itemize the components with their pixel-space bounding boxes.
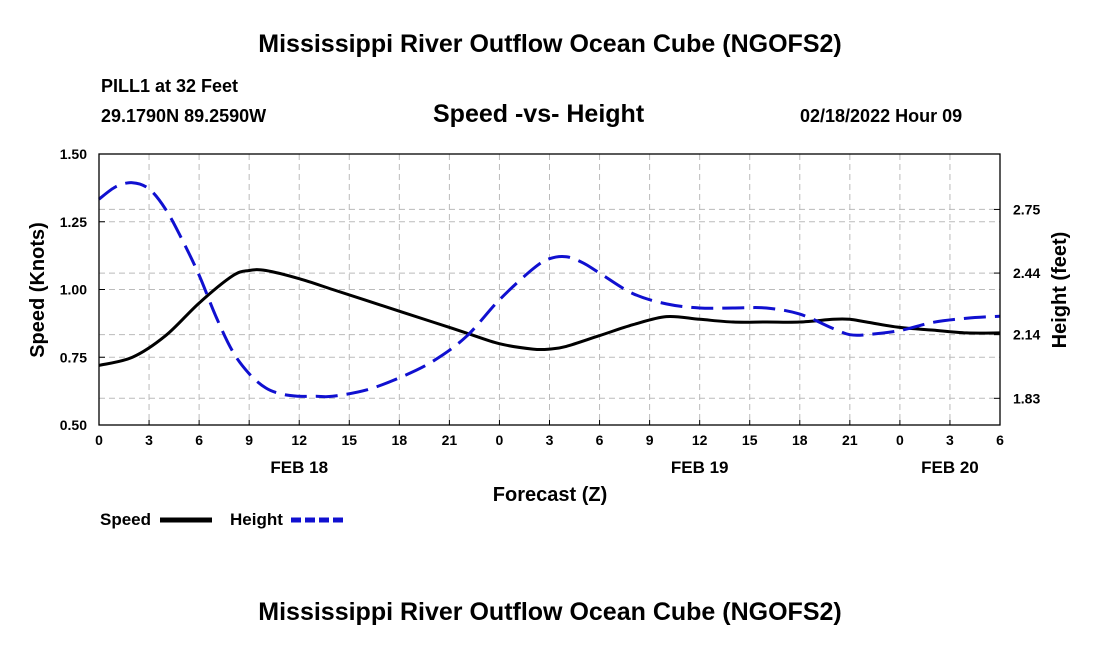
x-tick-label: 15 [742, 432, 758, 448]
y2-axis-title: Height (feet) [1049, 232, 1071, 349]
forecast-datetime: 02/18/2022 Hour 09 [800, 106, 963, 126]
y-tick-label: 1.00 [60, 282, 87, 298]
date-label: FEB 20 [921, 458, 979, 477]
x-tick-label: 3 [946, 432, 954, 448]
chart-main-title: Mississippi River Outflow Ocean Cube (NG… [258, 30, 842, 58]
x-tick-label: 18 [392, 432, 408, 448]
x-tick-label: 6 [195, 432, 203, 448]
y-tick-label: 1.25 [60, 214, 87, 230]
x-tick-label: 18 [792, 432, 808, 448]
chart-subtitle: Speed -vs- Height [433, 100, 645, 128]
x-tick-label: 0 [896, 432, 904, 448]
x-tick-label: 3 [546, 432, 554, 448]
y-tick-label: 1.50 [60, 146, 87, 162]
station-coordinates: 29.1790N 89.2590W [101, 106, 267, 126]
y2-tick-label: 2.75 [1013, 201, 1040, 217]
x-axis-title: Forecast (Z) [493, 484, 607, 506]
y-tick-label: 0.75 [60, 349, 87, 365]
x-tick-label: 12 [692, 432, 708, 448]
y2-tick-label: 2.14 [1013, 327, 1040, 343]
footer-title: Mississippi River Outflow Ocean Cube (NG… [258, 598, 842, 626]
x-tick-label: 6 [996, 432, 1004, 448]
x-tick-label: 9 [245, 432, 253, 448]
x-tick-label: 3 [145, 432, 153, 448]
legend-label-speed: Speed [100, 510, 151, 529]
y2-tick-label: 1.83 [1013, 390, 1040, 406]
legend-label-height: Height [230, 510, 283, 529]
station-label: PILL1 at 32 Feet [101, 76, 239, 96]
x-tick-label: 21 [842, 432, 858, 448]
legend: Speed Height [100, 510, 343, 529]
x-tick-label: 12 [291, 432, 307, 448]
series-layer [98, 181, 1001, 399]
x-tick-label: 9 [646, 432, 654, 448]
series-line-speed [98, 268, 1001, 367]
x-tick-label: 6 [596, 432, 604, 448]
axis-layer: 0 3 6 9 12 15 18 21 0 3 6 9 12 15 18 21 0 3 6 0.50 0.75 1.00 1… [60, 146, 1041, 477]
y-axis-title: Speed (Knots) [27, 222, 49, 358]
date-label: FEB 19 [671, 458, 729, 477]
x-tick-label: 21 [442, 432, 458, 448]
grid-layer [98, 153, 1001, 426]
series-line-height [98, 181, 1001, 399]
x-tick-label: 15 [341, 432, 357, 448]
x-tick-label: 0 [95, 432, 103, 448]
x-tick-label: 0 [496, 432, 504, 448]
y-tick-label: 0.50 [60, 417, 87, 433]
y2-tick-label: 2.44 [1013, 265, 1040, 281]
date-label: FEB 18 [270, 458, 328, 477]
